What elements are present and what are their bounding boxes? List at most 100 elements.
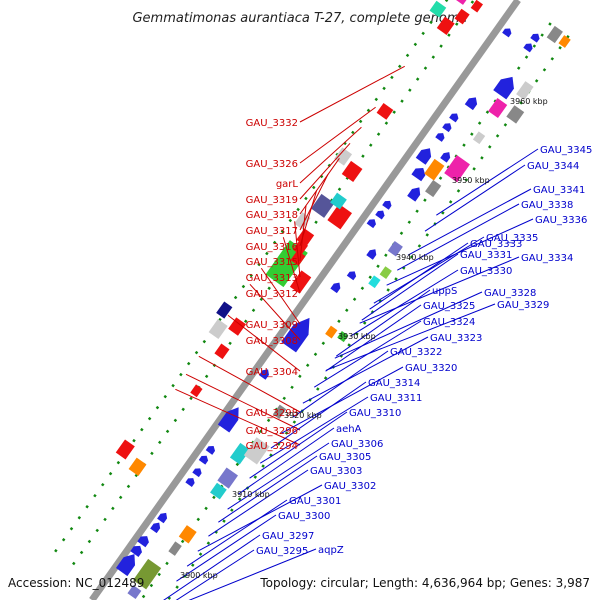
tick-mark [196,517,201,522]
tick-mark [394,277,398,281]
tick-mark [266,418,271,423]
gene-box [217,467,239,489]
gene-box [453,0,470,5]
gene-label: GAU_3345 [540,145,592,156]
tick-mark [189,396,193,401]
tick-mark [267,286,271,291]
gene-box [289,270,312,294]
gene-box [325,325,338,339]
tick-mark [485,110,490,114]
gene-label: GAU_3330 [460,266,512,277]
tick-mark [480,156,484,160]
leader-line [299,65,405,123]
tick-mark [95,528,99,533]
tick-mark [204,506,208,511]
gene-arrow [185,478,195,487]
tick-mark [361,154,365,158]
tick-mark [214,530,218,534]
leader-line [227,314,301,372]
gene-feature [366,219,376,229]
gene-label: GAU_3297 [262,531,314,542]
leader-line [326,303,496,371]
gene-feature [429,0,447,18]
gene-feature [415,148,432,165]
gene-feature [217,467,239,489]
kbp-label: 3930 kbp [338,332,376,341]
gene-arrow [258,369,269,380]
gene-label: uppS [432,286,457,297]
topology-text: Topology: circular; Length: 4,636,964 bp… [259,576,590,590]
leader-line [175,388,301,446]
gene-arrow [530,33,540,43]
tick-mark [54,548,58,553]
gene-arrow [198,455,209,465]
leader-line [335,289,431,357]
tick-mark [77,515,82,520]
gene-feature [272,404,287,420]
leader-line [302,336,429,404]
tick-mark [421,31,425,36]
gene-feature [346,271,357,281]
tick-mark [369,143,373,147]
tick-mark [550,57,555,61]
leader-line [175,549,255,600]
tick-mark [429,20,433,25]
gene-label: GAU_3314 [368,378,420,389]
gene-feature [185,478,195,487]
tick-mark [516,66,521,70]
gene-feature [330,282,341,294]
gene-label: GAU_3324 [423,317,475,328]
tick-mark [93,493,97,498]
gene-box [229,442,251,465]
gene-label: GAU_3308 [246,336,298,347]
tick-mark [355,332,359,336]
gene-label: GAU_3300 [278,511,330,522]
tick-mark [198,552,203,556]
tick-mark [397,64,402,69]
kbp-label: 3950 kbp [452,176,490,185]
gene-box [436,16,455,35]
tick-mark [470,132,474,136]
gene-box [368,275,381,289]
gene-feature [214,343,230,360]
tick-mark [173,418,178,423]
tick-mark [253,475,258,479]
tick-mark [314,220,318,224]
tick-mark [503,123,508,127]
leader-line [186,499,288,567]
kbp-label: 3920 kbp [284,411,322,420]
gene-box [190,384,203,398]
leader-line [282,237,301,294]
leader-line [350,269,459,337]
tick-mark [179,372,183,377]
gene-feature [379,266,392,280]
gene-box [208,319,228,340]
tick-mark [175,585,179,589]
tick-mark [194,350,199,355]
gene-arrow [366,249,377,260]
gene-box [470,0,483,13]
gene-arrow [192,468,202,478]
gene-label: GAU_3296 [246,426,298,437]
tick-mark [462,143,466,147]
gene-label: GAU_3313 [246,273,298,284]
tick-mark [69,526,74,531]
leader-line [325,304,422,372]
gene-feature [470,0,483,13]
gene-arrow [442,123,452,133]
gene-label: aqpZ [318,545,344,556]
tick-mark [132,438,136,443]
gene-arrow [523,43,533,53]
tick-mark [376,264,380,268]
gene-feature [502,28,512,38]
gene-label: GAU_3301 [289,496,341,507]
tick-mark [108,471,113,476]
leader-line [334,291,483,359]
gene-label: GAU_3298 [246,408,298,419]
genome-backbone [89,0,521,600]
leader-line [218,455,318,523]
gene-feature [523,43,533,53]
tick-mark [116,460,121,465]
tick-mark [228,341,232,346]
tick-mark [470,0,475,4]
